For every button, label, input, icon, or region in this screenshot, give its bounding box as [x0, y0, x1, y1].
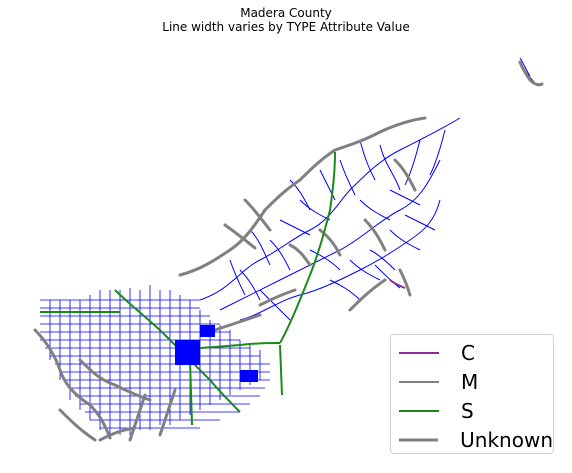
legend-label-c: C	[461, 340, 475, 365]
legend-label-unknown: Unknown	[460, 427, 553, 452]
legend-item-s: S	[391, 396, 553, 425]
northeast-roads	[199, 57, 539, 321]
unknown-roads	[33, 60, 544, 442]
state-roads	[40, 151, 336, 426]
map-title: Madera County	[240, 6, 332, 20]
legend-swatch-m	[399, 381, 439, 382]
county-roads	[389, 279, 406, 289]
legend-item-unknown: Unknown	[391, 425, 553, 454]
legend-swatch-s	[399, 409, 439, 412]
legend-item-c: C	[391, 338, 553, 367]
map-title-block: Madera County Line width varies by TYPE …	[0, 6, 572, 34]
legend-label-m: M	[461, 369, 479, 394]
legend-label-s: S	[461, 398, 474, 423]
southwest-grid	[40, 285, 270, 435]
map-legend: C M S Unknown	[390, 334, 554, 454]
legend-swatch-c	[399, 351, 439, 354]
map-subtitle: Line width varies by TYPE Attribute Valu…	[162, 20, 410, 34]
legend-swatch-unknown	[399, 438, 439, 441]
legend-item-m: M	[391, 367, 553, 396]
urban-areas	[175, 325, 258, 382]
